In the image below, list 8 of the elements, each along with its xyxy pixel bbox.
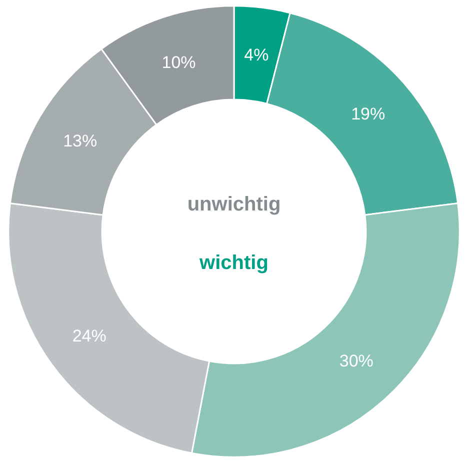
data-label: 10%: [162, 52, 196, 72]
text: unwichtig: [187, 194, 281, 216]
data-label: 24%: [72, 326, 106, 346]
data-label: 4%: [244, 46, 269, 65]
data-label: 30%: [339, 352, 374, 371]
data-label: 13%: [63, 132, 98, 151]
data-label: 19%: [351, 104, 386, 124]
text: wichtig: [198, 252, 268, 274]
